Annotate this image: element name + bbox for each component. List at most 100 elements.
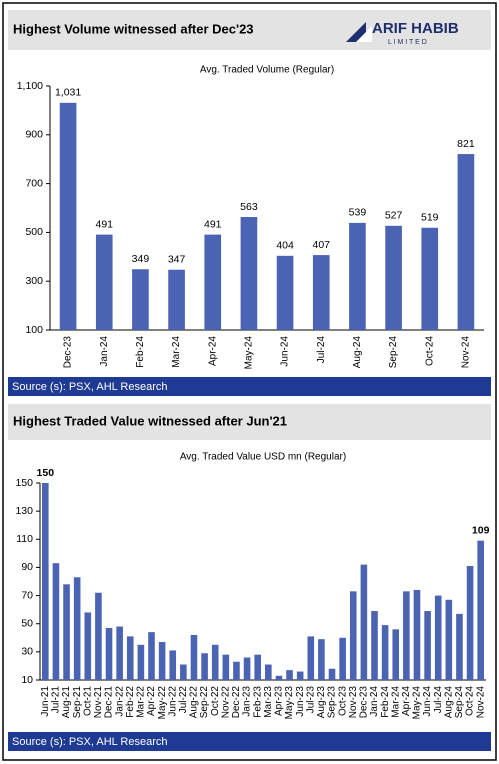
logo: ARIF HABIB L I M I T E D: [346, 20, 459, 46]
y-tick-label: 700: [25, 177, 43, 189]
bar: [434, 595, 442, 680]
chart-title: Highest Volume witnessed after Dec'23: [13, 21, 254, 36]
bar: [204, 234, 222, 330]
bar: [222, 654, 230, 680]
x-tick-label: Aug-22: [189, 686, 200, 719]
bar: [73, 577, 81, 680]
bar: [243, 657, 251, 680]
bar: [116, 626, 123, 680]
x-tick-label: Sep-24: [388, 336, 399, 369]
x-tick-label: Dec-23: [63, 336, 74, 369]
data-label: 1,031: [55, 87, 81, 99]
bar: [137, 644, 145, 680]
x-tick-label: Nov-22: [220, 686, 231, 719]
logo-tagline: L I M I T E D: [388, 39, 427, 46]
x-tick-label: Jul-24: [433, 686, 444, 714]
x-tick-label: Apr-24: [207, 336, 218, 366]
y-tick-label: 130: [15, 505, 33, 517]
x-tick-label: Jul-22: [178, 686, 189, 714]
x-tick-label: Jun-23: [295, 686, 306, 717]
bar: [169, 650, 177, 680]
bar: [233, 661, 240, 680]
x-tick-label: Jun-24: [422, 686, 433, 717]
bar: [339, 637, 346, 680]
bar: [254, 654, 261, 680]
x-tick-label: Jul-23: [305, 686, 316, 714]
x-tick-label: Dec-22: [231, 686, 242, 719]
data-label: 527: [385, 210, 403, 222]
bar: [95, 234, 113, 330]
bar: [201, 653, 208, 680]
data-label: 519: [421, 212, 439, 224]
bar: [286, 670, 293, 680]
y-tick-label: 900: [25, 129, 43, 141]
x-tick-label: May-24: [412, 686, 423, 720]
bar: [349, 591, 357, 680]
x-tick-label: Nov-24: [475, 686, 486, 719]
data-label: 491: [204, 218, 222, 230]
y-tick-label: 110: [16, 533, 33, 545]
data-label: 347: [168, 254, 186, 266]
x-tick-label: Sep-22: [199, 686, 210, 719]
x-tick-label: Jun-21: [40, 686, 51, 717]
logo-icon: [356, 26, 372, 42]
x-tick-label: Sep-23: [327, 686, 338, 719]
bar: [59, 102, 77, 330]
x-tick-label: Jun-22: [167, 686, 178, 717]
x-tick-label: Jun-24: [280, 336, 291, 367]
x-tick-label: Feb-22: [125, 686, 136, 718]
data-label: 349: [132, 253, 150, 265]
bar: [132, 269, 149, 330]
x-tick-label: Oct-24: [465, 686, 476, 716]
bar: [105, 627, 113, 680]
chart-title: Highest Traded Value witnessed after Jun…: [13, 413, 287, 428]
bar: [318, 639, 325, 680]
bar: [126, 636, 134, 680]
x-tick-label: May-24: [244, 336, 255, 370]
bar: [413, 589, 421, 680]
bar: [466, 566, 474, 680]
x-tick-label: Oct-21: [82, 686, 93, 716]
bar: [276, 255, 294, 330]
x-tick-label: Feb-24: [380, 686, 391, 718]
bar: [421, 227, 439, 330]
data-label: 404: [276, 240, 294, 252]
x-tick-label: Feb-24: [135, 336, 146, 368]
x-tick-label: Oct-22: [210, 686, 221, 716]
chart-subtitle: Avg. Traded Volume (Regular): [200, 65, 334, 76]
y-tick-label: 500: [25, 226, 43, 238]
data-label: 491: [95, 218, 113, 230]
y-tick-label: 150: [15, 477, 33, 489]
bar: [312, 255, 330, 330]
x-tick-label: Apr-22: [146, 686, 157, 716]
x-tick-label: Apr-24: [401, 686, 412, 716]
y-tick-label: 1,100: [17, 80, 43, 92]
x-tick-label: Mar-24: [171, 336, 182, 368]
header-bar: [8, 404, 491, 440]
y-tick-label: 70: [21, 589, 33, 601]
x-tick-label: Aug-24: [352, 336, 363, 369]
bar: [424, 611, 431, 680]
x-tick-label: May-22: [157, 686, 168, 720]
x-tick-label: May-23: [284, 686, 295, 720]
bar: [42, 483, 49, 680]
bar: [385, 225, 402, 330]
data-label: 109: [472, 524, 490, 536]
source-text: Source (s): PSX, AHL Research: [12, 736, 168, 748]
bar: [296, 671, 304, 680]
bar: [392, 629, 400, 680]
bar: [84, 612, 92, 680]
bar: [371, 611, 378, 680]
y-tick-label: 90: [21, 561, 33, 573]
header-bar: [8, 10, 491, 50]
bar: [457, 154, 475, 330]
bar: [328, 668, 336, 680]
data-label: 563: [240, 201, 258, 213]
source-bar: [8, 732, 491, 751]
x-tick-label: Apr-23: [274, 686, 285, 716]
bar: [456, 613, 463, 680]
x-tick-label: Oct-24: [424, 336, 435, 366]
x-tick-label: Dec-23: [359, 686, 370, 719]
bar: [158, 642, 166, 680]
x-tick-label: Mar-24: [390, 686, 401, 718]
